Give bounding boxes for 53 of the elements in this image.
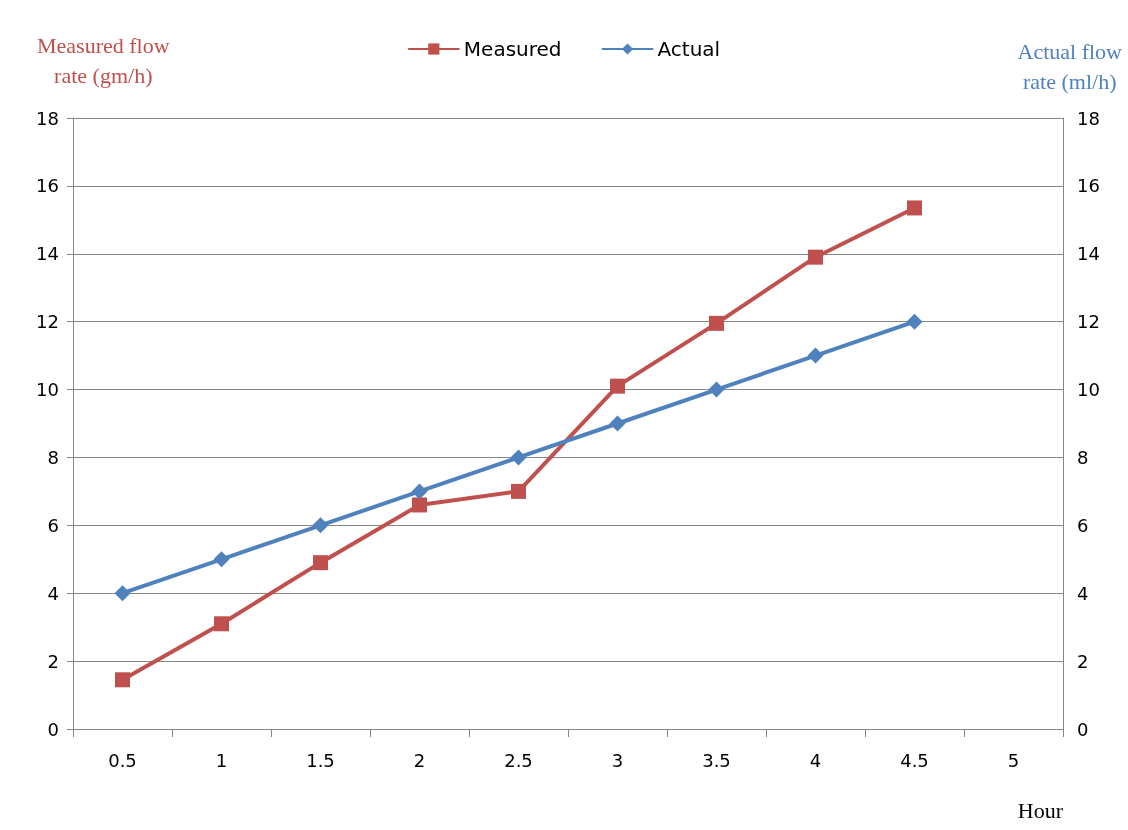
point [213,551,230,568]
point [906,313,923,330]
x-tick-label: 1.5 [306,749,335,771]
point [807,347,824,364]
y2-tick-label: 14 [1077,243,1100,265]
point [411,483,428,500]
y-tick-label: 12 [36,311,59,333]
point [115,672,130,688]
point [313,555,328,571]
y2-tick-label: 4 [1077,582,1089,604]
x-tick-label: 3.5 [702,749,731,771]
x-tick-label: 0.5 [108,749,137,771]
y2-tick-label: 10 [1077,379,1100,401]
point [214,616,229,632]
x-tick-label: 2.5 [504,749,533,771]
y2-axis-title: Actual flow rate (ml/h) [1017,38,1123,94]
x-tick-label: 1 [215,749,228,771]
y-tick-label: 0 [47,718,59,740]
x-tick-label: 5 [1007,749,1020,771]
x-tick-label: 3 [611,749,624,771]
legend-label: Measured [463,37,562,61]
y2-tick-label: 16 [1077,175,1100,197]
y-tick-label: 4 [47,582,59,604]
y2-tick-label: 12 [1077,311,1100,333]
point [609,415,626,432]
point [312,517,329,534]
point [808,249,823,265]
legend-label: Actual [657,37,721,61]
point [412,497,427,513]
y2-tick-label: 0 [1077,718,1089,740]
y-tick-label: 6 [47,514,59,536]
point [510,449,527,466]
x-axis-title: Hour [1017,797,1064,823]
point [114,585,131,602]
y-tick-label: 18 [36,107,59,129]
y-tick-label: 2 [47,650,59,672]
point [907,200,922,216]
point [610,378,625,394]
y2-tick-label: 8 [1077,446,1089,468]
y2-tick-label: 2 [1077,650,1089,672]
y2-tick-label: 18 [1077,107,1100,129]
point [708,381,725,398]
y2-tick-label: 6 [1077,514,1089,536]
y-tick-label: 14 [36,243,59,265]
y-axis-title: Measured flow rate (gm/h) [37,32,170,88]
point [709,315,724,331]
y-tick-label: 10 [36,379,59,401]
y-tick-label: 16 [36,175,59,197]
x-tick-label: 4.5 [900,749,929,771]
x-tick-label: 2 [413,749,426,771]
y-tick-label: 8 [47,446,59,468]
x-tick-label: 4 [809,749,822,771]
point [511,483,526,499]
